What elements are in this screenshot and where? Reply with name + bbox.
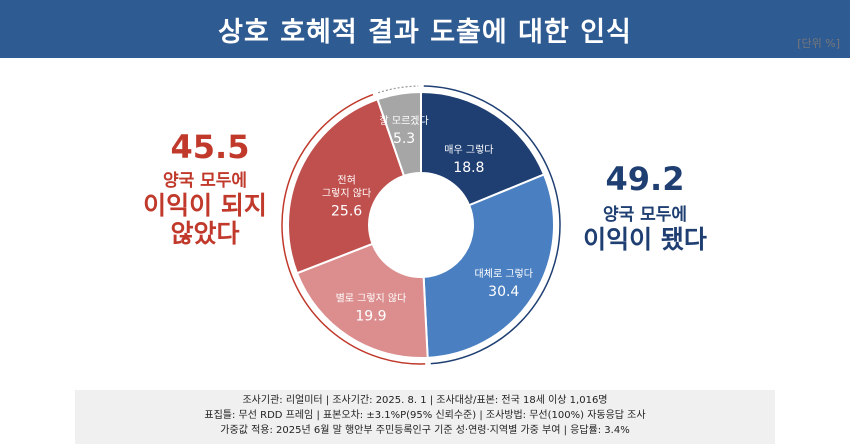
slice-value-text: 18.8 xyxy=(453,160,484,176)
slice-category-text: 매우 그렇다 xyxy=(444,143,493,156)
negative-bracket-arc xyxy=(281,93,426,365)
negative-caption-line3: 않았다 xyxy=(170,219,240,249)
title-bar: 상호 호혜적 결과 도출에 대한 인식 xyxy=(0,0,850,58)
negative-caption-line2: 이익이 되지 xyxy=(143,190,267,220)
footer-line2: 표집틀: 무선 RDD 프레임 | 표본오차: ±3.1%P(95% 신뢰수준)… xyxy=(204,410,646,421)
negative-caption-line1: 양국 모두에 xyxy=(162,171,248,191)
slice-category-text: 대체로 그렇다 xyxy=(475,267,533,280)
negative-total: 45.5 xyxy=(170,128,250,166)
slice-category-text: 전혀 xyxy=(337,175,355,187)
footer-line3: 가중값 적용: 2025년 6월 말 행안부 주민등록인구 기준 성·연령·지역… xyxy=(220,425,630,436)
donut-slice-label-2: 별로 그렇지 않다 19.9 xyxy=(336,292,407,325)
positive-caption-line2: 이익이 됐다 xyxy=(583,224,707,254)
donut-slice-2 xyxy=(295,242,429,359)
negative-caption: 양국 모두에 이익이 되지 않았다 xyxy=(120,171,290,249)
slice-value-text: 19.9 xyxy=(355,309,386,325)
footer-line1: 조사기관: 리얼미터 | 조사기간: 2025. 8. 1 | 조사대상/표본:… xyxy=(242,395,608,406)
positive-caption-line1: 양국 모두에 xyxy=(602,205,688,225)
positive-bracket-arc xyxy=(423,85,561,365)
slice-value-text: 30.4 xyxy=(488,284,519,300)
donut-slice-label-1: 대체로 그렇다 30.4 xyxy=(475,267,533,300)
slice-category-text: 그렇지 않다 xyxy=(322,187,371,200)
dontknow-bracket-arc xyxy=(378,85,419,94)
donut-slice-label-4: 잘 모르겠다 5.3 xyxy=(380,115,429,147)
slice-category-text: 별로 그렇지 않다 xyxy=(336,292,407,305)
donut-slice-4 xyxy=(376,90,422,178)
slice-category-text: 잘 모르겠다 xyxy=(380,115,429,127)
footer: 조사기관: 리얼미터 | 조사기간: 2025. 8. 1 | 조사대상/표본:… xyxy=(0,390,850,444)
positive-caption: 양국 모두에 이익이 됐다 xyxy=(560,205,730,254)
slice-value-text: 5.3 xyxy=(393,131,415,147)
donut-slice-3 xyxy=(287,98,406,275)
page-title: 상호 호혜적 결과 도출에 대한 인식 xyxy=(218,16,632,48)
footer-box: 조사기관: 리얼미터 | 조사기간: 2025. 8. 1 | 조사대상/표본:… xyxy=(75,390,775,444)
donut-slice-1 xyxy=(422,173,555,359)
unit-label: [단위 %] xyxy=(797,37,840,50)
donut-slice-0 xyxy=(420,90,546,207)
slice-value-text: 25.6 xyxy=(331,204,362,220)
positive-total: 49.2 xyxy=(605,160,685,198)
donut-slice-label-0: 매우 그렇다 18.8 xyxy=(444,143,493,176)
